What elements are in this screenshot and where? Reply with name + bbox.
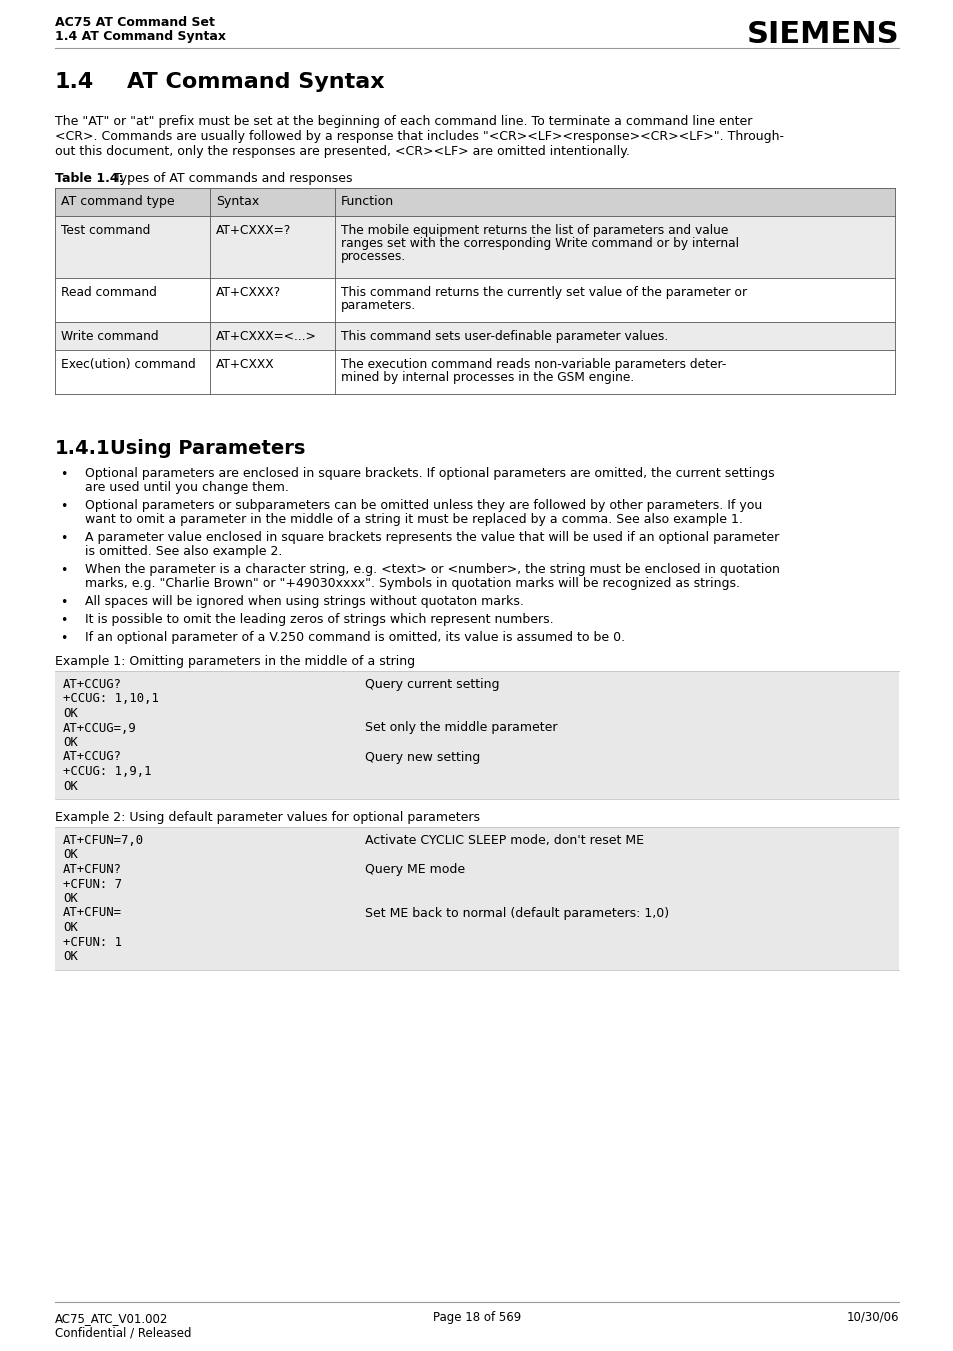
Text: Activate CYCLIC SLEEP mode, don't reset ME: Activate CYCLIC SLEEP mode, don't reset … xyxy=(365,834,643,847)
Text: •: • xyxy=(60,632,68,644)
Text: Example 2: Using default parameter values for optional parameters: Example 2: Using default parameter value… xyxy=(55,811,479,824)
Text: AC75_ATC_V01.002: AC75_ATC_V01.002 xyxy=(55,1312,168,1325)
Text: 1.4: 1.4 xyxy=(55,72,94,92)
Text: AC75 AT Command Set: AC75 AT Command Set xyxy=(55,16,214,28)
Text: Query current setting: Query current setting xyxy=(365,678,499,690)
Text: •: • xyxy=(60,467,68,481)
Text: OK: OK xyxy=(63,848,77,862)
Text: AT Command Syntax: AT Command Syntax xyxy=(127,72,384,92)
Text: AT+CFUN=7,0: AT+CFUN=7,0 xyxy=(63,834,144,847)
Text: AT+CCUG?: AT+CCUG? xyxy=(63,751,122,763)
Text: AT+CXXX?: AT+CXXX? xyxy=(215,286,281,299)
Text: mined by internal processes in the GSM engine.: mined by internal processes in the GSM e… xyxy=(340,372,634,384)
Text: +CFUN: 7: +CFUN: 7 xyxy=(63,878,122,890)
Text: are used until you change them.: are used until you change them. xyxy=(85,481,289,494)
Text: Optional parameters or subparameters can be omitted unless they are followed by : Optional parameters or subparameters can… xyxy=(85,499,761,512)
Text: AT command type: AT command type xyxy=(61,195,174,208)
Text: •: • xyxy=(60,500,68,513)
Text: +CCUG: 1,9,1: +CCUG: 1,9,1 xyxy=(63,765,152,778)
Text: AT+CCUG=,9: AT+CCUG=,9 xyxy=(63,721,136,735)
Text: Query new setting: Query new setting xyxy=(365,751,479,763)
Text: AT+CCUG?: AT+CCUG? xyxy=(63,678,122,690)
Text: All spaces will be ignored when using strings without quotaton marks.: All spaces will be ignored when using st… xyxy=(85,594,523,608)
Bar xyxy=(55,216,894,278)
Text: If an optional parameter of a V.250 command is omitted, its value is assumed to : If an optional parameter of a V.250 comm… xyxy=(85,631,624,644)
Text: Query ME mode: Query ME mode xyxy=(365,863,465,875)
Bar xyxy=(55,350,894,394)
Text: <CR>. Commands are usually followed by a response that includes "<CR><LF><respon: <CR>. Commands are usually followed by a… xyxy=(55,130,783,143)
Text: OK: OK xyxy=(63,780,77,793)
Text: want to omit a parameter in the middle of a string it must be replaced by a comm: want to omit a parameter in the middle o… xyxy=(85,513,742,526)
Text: 10/30/06: 10/30/06 xyxy=(845,1310,898,1324)
Text: This command returns the currently set value of the parameter or: This command returns the currently set v… xyxy=(340,286,746,299)
Text: 1.4.1: 1.4.1 xyxy=(55,439,111,458)
Text: The execution command reads non-variable parameters deter-: The execution command reads non-variable… xyxy=(340,358,725,372)
Text: Example 1: Omitting parameters in the middle of a string: Example 1: Omitting parameters in the mi… xyxy=(55,655,415,667)
Text: It is possible to omit the leading zeros of strings which represent numbers.: It is possible to omit the leading zeros… xyxy=(85,613,553,626)
Text: OK: OK xyxy=(63,892,77,905)
Text: Confidential / Released: Confidential / Released xyxy=(55,1325,192,1339)
Bar xyxy=(55,671,898,798)
Text: Read command: Read command xyxy=(61,286,156,299)
Text: marks, e.g. "Charlie Brown" or "+49030xxxx". Symbols in quotation marks will be : marks, e.g. "Charlie Brown" or "+49030xx… xyxy=(85,577,740,590)
Text: Page 18 of 569: Page 18 of 569 xyxy=(433,1310,520,1324)
Text: The "AT" or "at" prefix must be set at the beginning of each command line. To te: The "AT" or "at" prefix must be set at t… xyxy=(55,115,752,128)
Text: OK: OK xyxy=(63,736,77,748)
Text: Using Parameters: Using Parameters xyxy=(110,439,305,458)
Text: The mobile equipment returns the list of parameters and value: The mobile equipment returns the list of… xyxy=(340,224,727,236)
Bar xyxy=(55,188,894,216)
Text: A parameter value enclosed in square brackets represents the value that will be : A parameter value enclosed in square bra… xyxy=(85,531,779,544)
Text: Function: Function xyxy=(340,195,394,208)
Text: Exec(ution) command: Exec(ution) command xyxy=(61,358,195,372)
Text: Optional parameters are enclosed in square brackets. If optional parameters are : Optional parameters are enclosed in squa… xyxy=(85,467,774,480)
Text: When the parameter is a character string, e.g. <text> or <number>, the string mu: When the parameter is a character string… xyxy=(85,563,779,576)
Bar xyxy=(55,827,898,970)
Text: This command sets user-definable parameter values.: This command sets user-definable paramet… xyxy=(340,330,667,343)
Text: processes.: processes. xyxy=(340,250,406,263)
Bar xyxy=(55,322,894,350)
Text: •: • xyxy=(60,532,68,544)
Text: AT+CXXX=<...>: AT+CXXX=<...> xyxy=(215,330,316,343)
Text: Test command: Test command xyxy=(61,224,151,236)
Text: is omitted. See also example 2.: is omitted. See also example 2. xyxy=(85,544,282,558)
Text: AT+CFUN?: AT+CFUN? xyxy=(63,863,122,875)
Text: +CCUG: 1,10,1: +CCUG: 1,10,1 xyxy=(63,693,159,705)
Text: Syntax: Syntax xyxy=(215,195,259,208)
Text: SIEMENS: SIEMENS xyxy=(745,20,898,49)
Text: Types of AT commands and responses: Types of AT commands and responses xyxy=(102,172,352,185)
Text: •: • xyxy=(60,613,68,627)
Bar xyxy=(55,278,894,322)
Text: AT+CFUN=: AT+CFUN= xyxy=(63,907,122,920)
Text: ranges set with the corresponding Write command or by internal: ranges set with the corresponding Write … xyxy=(340,236,739,250)
Text: parameters.: parameters. xyxy=(340,299,416,312)
Text: +CFUN: 1: +CFUN: 1 xyxy=(63,935,122,948)
Text: OK: OK xyxy=(63,950,77,963)
Text: Set only the middle parameter: Set only the middle parameter xyxy=(365,721,557,735)
Text: •: • xyxy=(60,563,68,577)
Text: OK: OK xyxy=(63,921,77,934)
Text: out this document, only the responses are presented, <CR><LF> are omitted intent: out this document, only the responses ar… xyxy=(55,145,629,158)
Text: AT+CXXX=?: AT+CXXX=? xyxy=(215,224,291,236)
Text: •: • xyxy=(60,596,68,609)
Text: 1.4 AT Command Syntax: 1.4 AT Command Syntax xyxy=(55,30,226,43)
Text: Table 1.4:: Table 1.4: xyxy=(55,172,124,185)
Text: Set ME back to normal (default parameters: 1,0): Set ME back to normal (default parameter… xyxy=(365,907,668,920)
Text: AT+CXXX: AT+CXXX xyxy=(215,358,274,372)
Text: OK: OK xyxy=(63,707,77,720)
Text: Write command: Write command xyxy=(61,330,158,343)
